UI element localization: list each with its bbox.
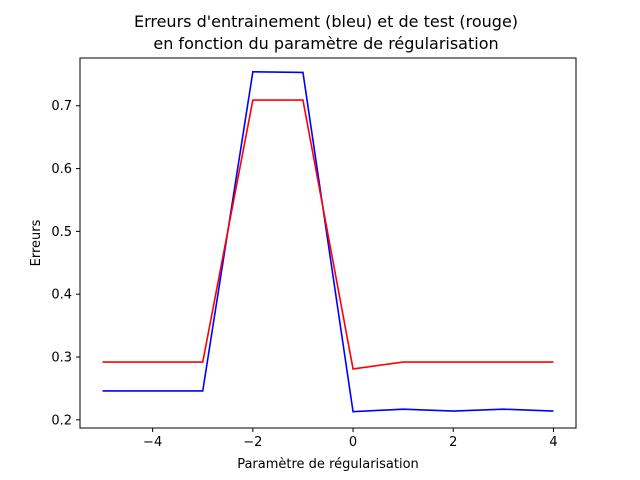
x-tick-label: 4 bbox=[549, 435, 557, 450]
plot-lines bbox=[102, 71, 554, 413]
series-line-1 bbox=[102, 99, 554, 370]
plot-frame bbox=[79, 57, 577, 429]
x-tick-label: 2 bbox=[449, 435, 457, 450]
y-tick-label: 0.6 bbox=[51, 162, 72, 177]
series-line-0 bbox=[102, 71, 554, 413]
y-tick-label: 0.4 bbox=[51, 288, 72, 303]
y-tick-label: 0.5 bbox=[51, 225, 72, 240]
y-axis-label: Erreurs bbox=[29, 219, 44, 266]
y-tick-label: 0.2 bbox=[51, 413, 72, 428]
y-tick-label: 0.3 bbox=[51, 351, 72, 366]
x-tick-label: −4 bbox=[143, 435, 162, 450]
y-axis-ticks: 0.2 0.3 0.4 0.5 0.6 0.7 bbox=[51, 99, 80, 428]
x-tick-label: −2 bbox=[243, 435, 262, 450]
x-tick-label: 0 bbox=[349, 435, 357, 450]
chart-title-line-2: en fonction du paramètre de régularisati… bbox=[153, 34, 498, 53]
y-tick-label: 0.7 bbox=[51, 99, 72, 114]
x-axis-label: Paramètre de régularisation bbox=[237, 457, 419, 472]
chart-title-line-1: Erreurs d'entrainement (bleu) et de test… bbox=[134, 12, 518, 31]
x-axis-ticks: −4 −2 0 2 4 bbox=[143, 428, 558, 450]
